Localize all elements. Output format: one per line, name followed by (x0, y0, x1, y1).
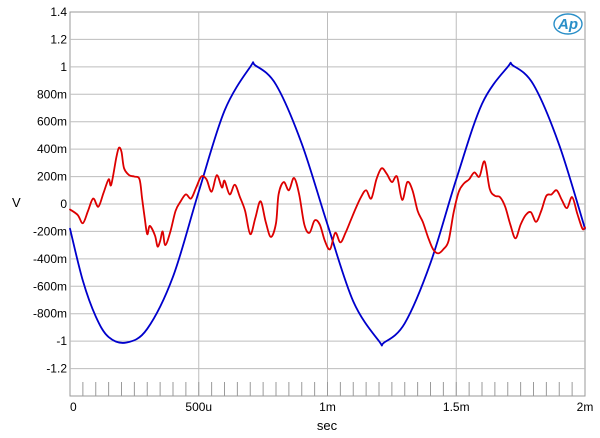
x-tick-label-4: 2m (577, 400, 594, 414)
minor-ticks (82, 382, 573, 396)
ap-logo-ring (553, 13, 583, 35)
x-tick-label-1: 500u (185, 400, 212, 414)
grid (70, 12, 585, 396)
x-tick-label-2: 1m (319, 400, 336, 414)
y-tick-label-8: -200m (33, 224, 67, 238)
y-tick-labels: 1.4 1.2 1 800m 600m 400m 200m 0 -200m -400m -600m -… (33, 5, 67, 376)
y-tick-label-3: 800m (37, 87, 67, 101)
x-axis-title: sec (317, 418, 338, 433)
y-tick-label-6: 200m (37, 170, 67, 184)
series-line-1 (69, 61, 586, 347)
x-tick-label-3: 1.5m (443, 400, 470, 414)
y-axis-title: V (12, 195, 21, 210)
y-tick-label-13: -1.2 (46, 362, 67, 376)
y-tick-label-2: 1 (60, 60, 67, 74)
y-tick-label-1: 1.2 (50, 32, 67, 46)
series-line-2 (69, 146, 586, 255)
ap-logo-text: Ap (557, 16, 578, 33)
x-tick-label-0: 0 (70, 400, 77, 414)
y-tick-label-9: -400m (33, 252, 67, 266)
y-tick-label-5: 400m (37, 142, 67, 156)
y-tick-label-0: 1.4 (50, 5, 67, 19)
ap-logo: Ap (553, 13, 583, 35)
y-tick-label-4: 600m (37, 115, 67, 129)
y-tick-label-10: -600m (33, 279, 67, 293)
series-layer (69, 61, 586, 347)
x-tick-labels: 0 500u 1m 1.5m 2m (70, 400, 593, 414)
y-tick-label-12: -1 (56, 334, 67, 348)
y-tick-label-7: 0 (60, 197, 67, 211)
y-tick-label-11: -800m (33, 307, 67, 321)
